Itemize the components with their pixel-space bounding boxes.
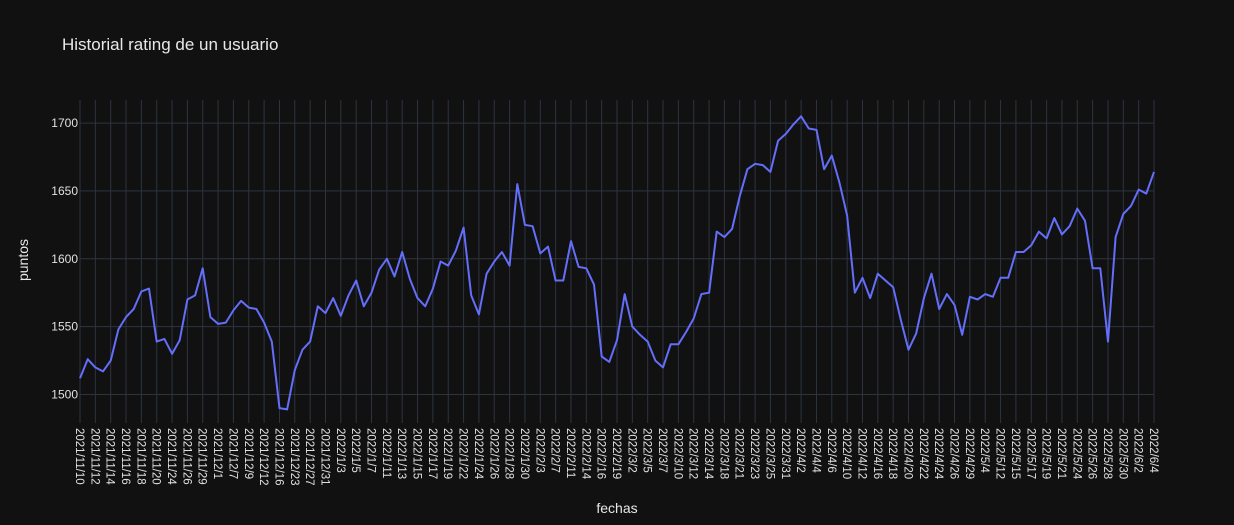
x-tick-label: 2022/3/2: [625, 428, 637, 473]
x-tick-label: 2022/5/21: [1055, 428, 1067, 479]
x-tick-label: 2022/1/7: [365, 428, 377, 473]
x-tick-label: 2022/3/7: [656, 428, 668, 473]
x-tick-label: 2022/3/31: [779, 428, 791, 479]
y-axis-label: puntos: [15, 239, 31, 281]
x-tick-label: 2022/4/26: [948, 428, 960, 479]
x-tick-label: 2021/12/12: [257, 428, 269, 486]
x-tick-label: 2022/5/28: [1101, 428, 1113, 479]
series-line: [79, 115, 1155, 411]
x-tick-label: 2022/5/30: [1116, 428, 1128, 479]
x-tick-label: 2022/1/30: [518, 428, 530, 479]
grid: [79, 100, 1155, 423]
x-tick-label: 2022/1/15: [411, 428, 423, 479]
x-tick-label: 2022/4/18: [886, 428, 898, 479]
x-tick-label: 2021/12/9: [242, 428, 254, 479]
y-axis-ticks: 1500 1550 1600 1650 1700: [51, 116, 78, 401]
x-tick-label: 2021/12/31: [318, 428, 330, 486]
x-tick-label: 2022/4/2: [794, 428, 806, 473]
x-tick-label: 2022/3/23: [748, 428, 760, 479]
x-tick-label: 2022/4/12: [855, 428, 867, 479]
x-tick-label: 2021/12/1: [211, 428, 223, 479]
x-tick-label: 2022/2/19: [610, 428, 622, 479]
x-tick-label: 2021/11/12: [88, 428, 100, 485]
x-tick-label: 2022/3/25: [763, 428, 775, 479]
x-tick-label: 2022/1/24: [472, 428, 484, 480]
x-tick-label: 2021/12/16: [272, 428, 284, 486]
x-tick-label: 2022/1/5: [349, 428, 361, 473]
x-tick-label: 2021/11/10: [73, 428, 85, 485]
x-tick-label: 2022/4/10: [840, 428, 852, 479]
x-tick-label: 2022/4/16: [871, 428, 883, 479]
x-tick-label: 2021/12/27: [303, 428, 315, 486]
x-axis-ticks: 2021/11/10 2021/11/12 2021/11/14 2021/11/16…: [73, 428, 1159, 486]
x-tick-label: 2021/11/18: [134, 428, 146, 485]
x-tick-label: 2021/12/7: [226, 428, 238, 479]
y-tick-label: 1650: [51, 184, 78, 198]
series-layer: [79, 115, 1155, 411]
x-tick-label: 2022/5/26: [1086, 428, 1098, 479]
x-tick-label: 2021/12/23: [288, 428, 300, 486]
x-tick-label: 2022/4/22: [917, 428, 929, 479]
x-tick-label: 2022/4/24: [932, 428, 944, 480]
x-tick-label: 2022/5/12: [994, 428, 1006, 479]
x-tick-label: 2022/4/4: [809, 428, 821, 473]
x-tick-label: 2022/4/29: [963, 428, 975, 479]
x-tick-label: 2021/11/14: [104, 428, 116, 485]
x-tick-label: 2022/5/4: [978, 428, 990, 473]
x-tick-label: 2022/5/15: [1009, 428, 1021, 479]
x-tick-label: 2021/11/24: [165, 428, 177, 485]
x-tick-label: 2022/1/11: [380, 428, 392, 478]
x-tick-label: 2022/6/4: [1147, 428, 1159, 473]
chart-title: Historial rating de un usuario: [62, 35, 278, 54]
x-tick-label: 2022/4/6: [825, 428, 837, 473]
x-tick-label: 2022/3/12: [687, 428, 699, 479]
x-tick-label: 2022/1/19: [441, 428, 453, 479]
y-tick-label: 1500: [51, 388, 78, 402]
x-tick-label: 2022/2/3: [533, 428, 545, 473]
x-tick-label: 2022/3/18: [717, 428, 729, 479]
x-tick-label: 2022/2/14: [579, 428, 591, 480]
x-tick-label: 2022/6/2: [1132, 428, 1144, 473]
x-tick-label: 2021/11/20: [150, 428, 162, 485]
x-tick-label: 2022/1/28: [503, 428, 515, 479]
x-tick-label: 2022/3/10: [671, 428, 683, 479]
x-axis-label: fechas: [596, 500, 637, 516]
x-tick-label: 2022/1/3: [334, 428, 346, 473]
x-tick-label: 2022/2/7: [549, 428, 561, 473]
x-tick-label: 2022/2/16: [595, 428, 607, 479]
x-tick-label: 2022/1/17: [426, 428, 438, 479]
x-tick-label: 2022/4/20: [902, 428, 914, 479]
x-tick-label: 2021/11/29: [196, 428, 208, 485]
y-tick-label: 1600: [51, 252, 78, 266]
x-tick-label: 2022/5/17: [1024, 428, 1036, 479]
x-tick-label: 2021/11/26: [180, 428, 192, 485]
x-tick-label: 2022/3/14: [702, 428, 714, 480]
x-tick-label: 2022/1/26: [487, 428, 499, 479]
x-tick-label: 2022/2/11: [564, 428, 576, 478]
y-tick-label: 1550: [51, 320, 78, 334]
x-tick-label: 2022/1/22: [457, 428, 469, 479]
x-tick-label: 2021/11/16: [119, 428, 131, 485]
y-tick-label: 1700: [51, 116, 78, 130]
x-tick-label: 2022/5/24: [1070, 428, 1082, 480]
x-tick-label: 2022/3/5: [641, 428, 653, 473]
x-tick-label: 2022/1/13: [395, 428, 407, 479]
x-tick-label: 2022/3/21: [733, 428, 745, 479]
x-tick-label: 2022/5/19: [1040, 428, 1052, 479]
